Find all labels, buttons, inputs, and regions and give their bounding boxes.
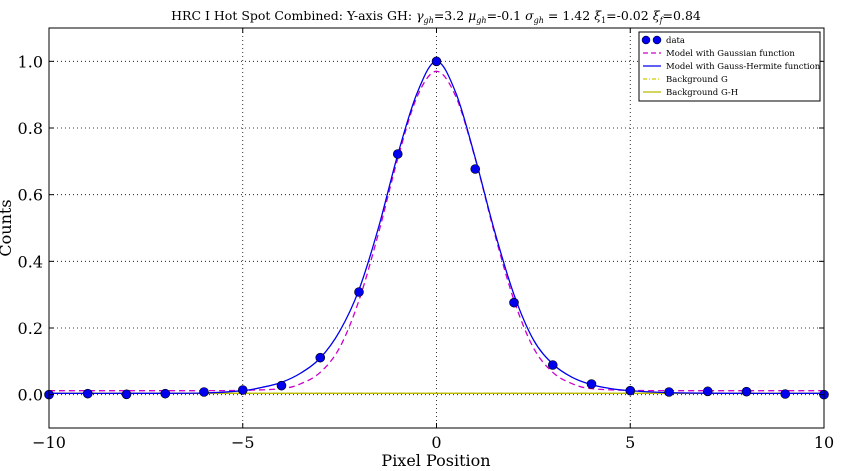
data-point <box>509 297 519 308</box>
y-tick-label: 0.0 <box>18 386 43 405</box>
data-markers <box>44 56 829 400</box>
axis-ticks: −10 −5 0 5 10 0.0 0.2 0.4 0.6 0.8 1.0 <box>18 28 834 452</box>
legend-box <box>638 31 821 102</box>
data-point <box>702 386 713 397</box>
x-tick-label: 10 <box>814 433 834 452</box>
data-point <box>276 380 287 391</box>
legend-marker <box>652 35 662 45</box>
y-tick-label: 0.4 <box>18 252 43 271</box>
data-point <box>664 387 674 397</box>
data-point <box>121 389 132 400</box>
data-point <box>392 149 403 159</box>
data-point <box>586 379 597 389</box>
data-point <box>199 387 209 397</box>
data-point <box>431 56 442 67</box>
x-axis-label: Pixel Position <box>381 451 490 470</box>
data-point <box>82 388 93 399</box>
y-tick-label: 1.0 <box>18 52 43 71</box>
legend-label: Model with Gaussian function <box>666 49 795 59</box>
data-point <box>547 360 558 370</box>
legend: data Model with Gaussian function Model wi… <box>638 31 821 102</box>
legend-entry-gauss: Model with Gaussian function <box>643 49 795 59</box>
x-tick-label: −10 <box>32 433 66 452</box>
x-tick-label: −5 <box>231 433 255 452</box>
data-point <box>354 287 364 297</box>
legend-entry-bg_g: Background G <box>643 75 728 85</box>
legend-label: Background G <box>666 75 728 85</box>
legend-label: data <box>666 36 685 46</box>
data-point <box>780 389 791 399</box>
data-point <box>625 385 636 396</box>
data-point <box>315 352 326 363</box>
x-tick-label: 0 <box>431 433 441 452</box>
legend-label: Model with Gauss-Hermite function <box>666 62 821 72</box>
data-point <box>741 386 752 397</box>
legend-label: Background G-H <box>666 88 738 98</box>
data-point <box>160 388 171 399</box>
data-point <box>237 385 248 395</box>
y-tick-label: 0.6 <box>18 186 43 205</box>
legend-marker <box>641 35 651 45</box>
x-tick-label: 5 <box>625 433 635 452</box>
y-tick-label: 0.8 <box>18 119 43 138</box>
data-point <box>470 164 481 174</box>
chart-title: HRC I Hot Spot Combined: Y-axis GH: γgh=… <box>171 8 701 25</box>
y-tick-label: 0.2 <box>18 319 43 338</box>
y-axis-label: Counts <box>0 199 15 256</box>
legend-entry-data: data <box>641 35 685 46</box>
legend-entry-bg_gh: Background G-H <box>643 88 738 98</box>
legend-entry-gh: Model with Gauss-Hermite function <box>643 62 821 72</box>
